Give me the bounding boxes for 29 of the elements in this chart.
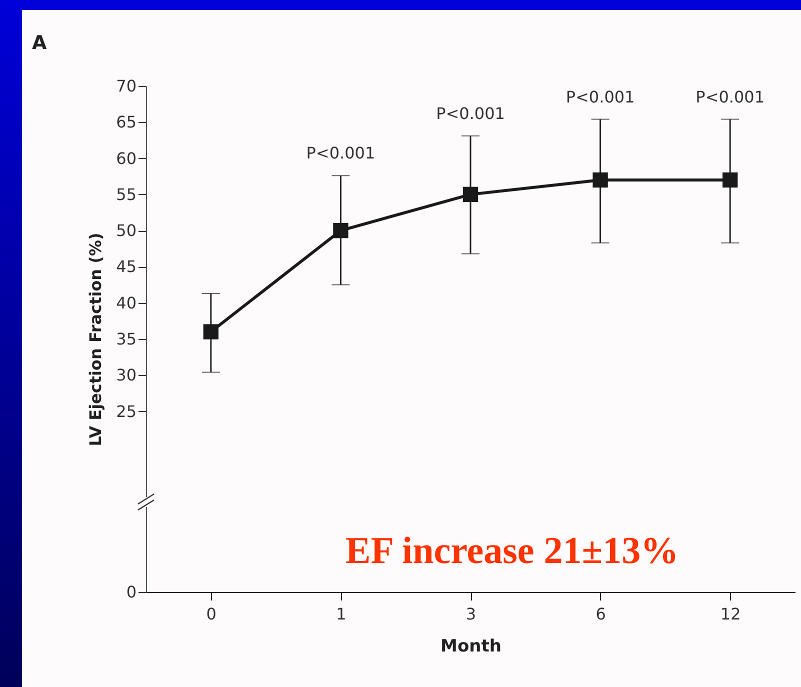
annotation: P<0.001 [696, 87, 765, 106]
y-tick-label: 70 [116, 76, 136, 96]
x-tick-label: 3 [466, 604, 476, 624]
annotation: P<0.001 [566, 87, 635, 106]
y-axis-title: LV Ejection Fraction (%) [86, 232, 106, 446]
point [592, 172, 608, 188]
point [203, 324, 218, 340]
point [722, 172, 738, 188]
annotation: P<0.001 [306, 144, 376, 163]
y-tick-label: 25 [116, 402, 136, 421]
point [462, 186, 478, 202]
y-tick-label: 55 [116, 184, 136, 204]
y-tick-label: 60 [116, 148, 136, 168]
chart-title: A [32, 32, 47, 54]
x-tick-label: 6 [596, 604, 606, 624]
y-tick-label: 30 [116, 366, 136, 385]
y-tick-label: 40 [116, 293, 136, 312]
y-tick-label: 45 [116, 257, 136, 276]
x-tick-label: 0 [206, 604, 216, 624]
x-axis-title: Month [440, 636, 502, 656]
annotation: P<0.001 [436, 104, 505, 123]
x-tick-label: 1 [336, 604, 346, 624]
y-tick-label: 65 [116, 112, 136, 132]
y-tick-label: 0 [126, 582, 136, 602]
y-tick-label: 35 [116, 330, 136, 348]
annotation: EF increase 21±13% [345, 530, 679, 572]
x-tick-label: 12 [720, 604, 741, 624]
point [333, 222, 348, 238]
y-tick-label: 50 [116, 221, 136, 240]
